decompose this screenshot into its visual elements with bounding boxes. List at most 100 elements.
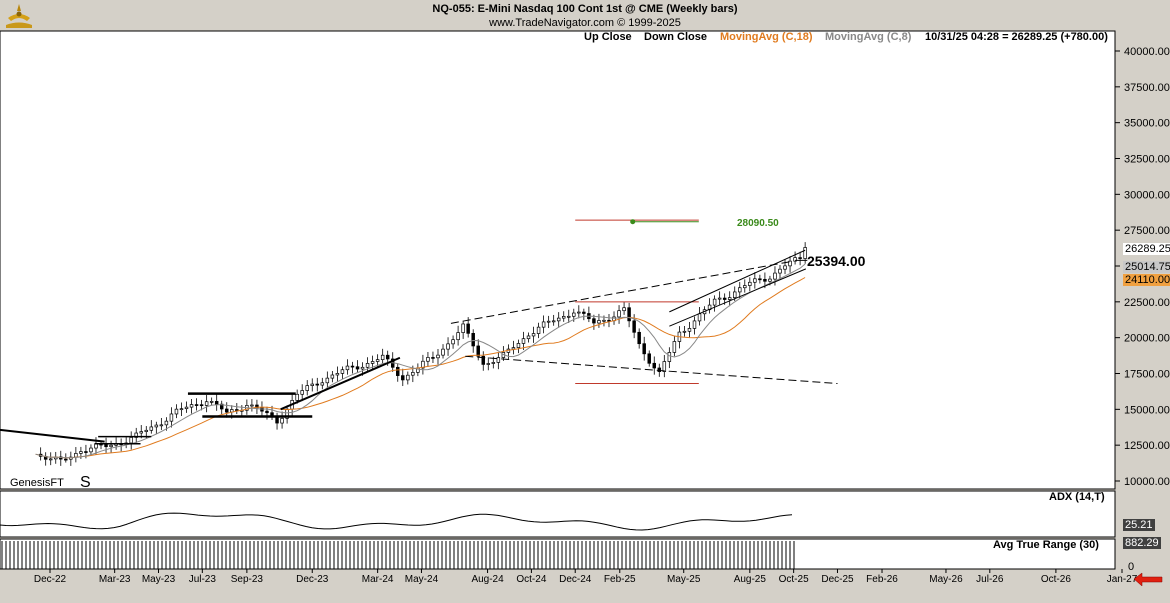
- candle-up: [109, 444, 113, 448]
- candle-up: [375, 359, 380, 362]
- candle-down: [355, 366, 360, 370]
- y-tick-label: 17500.00: [1124, 369, 1170, 381]
- candle-down: [265, 410, 269, 414]
- candle-up: [411, 372, 415, 376]
- price-panel: [0, 30, 1116, 490]
- y-tick-label: 20000.00: [1124, 333, 1170, 345]
- x-tick-label: Dec-25: [821, 574, 854, 585]
- candle-up: [687, 328, 692, 332]
- candle-up: [793, 257, 797, 262]
- candle-up: [345, 365, 350, 371]
- candle-up: [79, 451, 83, 454]
- candle-down: [657, 367, 662, 372]
- candle-down: [627, 307, 631, 322]
- s-marker: S: [80, 474, 91, 491]
- y-tick-label: 10000.00: [1124, 476, 1170, 488]
- candle-down: [722, 297, 727, 300]
- candle-down: [315, 383, 320, 386]
- candle-up: [768, 278, 772, 282]
- target-marker: [630, 219, 636, 225]
- candle-up: [209, 401, 214, 403]
- logo-icon: [6, 4, 32, 28]
- adx-value-tag: 25.21: [1123, 519, 1155, 531]
- candle-up: [551, 320, 556, 323]
- candle-up: [295, 393, 299, 401]
- candle-down: [396, 366, 400, 376]
- x-tick-label: Dec-23: [296, 574, 329, 585]
- legend-ma18: MovingAvg (C,18): [720, 31, 813, 43]
- candle-down: [225, 408, 229, 413]
- candle-up: [89, 447, 93, 453]
- candle-up: [672, 341, 677, 353]
- candle-up: [536, 326, 541, 334]
- candle-up: [567, 315, 571, 318]
- y-tick-label: 12500.00: [1124, 440, 1170, 452]
- candle-down: [798, 257, 802, 259]
- legend-last-quote: 10/31/25 04:28 = 26289.25 (+780.00): [925, 31, 1108, 43]
- x-tick-label: Aug-24: [471, 574, 504, 585]
- x-tick-label: Jul-23: [189, 574, 217, 585]
- candle-down: [471, 332, 475, 347]
- y-tick-label: 35000.00: [1124, 118, 1170, 130]
- candle-up: [446, 343, 450, 350]
- candle-up: [597, 320, 601, 324]
- y-tick-label: 32500.00: [1124, 154, 1170, 166]
- x-tick-label: Feb-26: [866, 574, 898, 585]
- candle-up: [139, 431, 143, 434]
- candle-up: [561, 316, 566, 319]
- candle-down: [647, 353, 651, 364]
- level-label: 25394.00: [807, 253, 866, 269]
- candle-up: [748, 281, 752, 286]
- x-tick-label: May-26: [929, 574, 963, 585]
- legend-up-close: Up Close: [584, 31, 632, 43]
- candle-up: [531, 333, 536, 337]
- ma18-line: [35, 277, 806, 459]
- candle-down: [104, 444, 108, 448]
- candle-down: [632, 320, 636, 333]
- candle-down: [476, 345, 480, 357]
- candle-up: [365, 363, 370, 368]
- candle-up: [456, 332, 460, 341]
- atr-histogram: [1, 541, 795, 569]
- candle-up: [738, 287, 742, 293]
- candle-up: [486, 363, 491, 365]
- candle-up: [712, 298, 717, 306]
- candle-down: [214, 401, 219, 405]
- candle-up: [783, 265, 787, 270]
- candle-up: [189, 404, 194, 408]
- candle-down: [260, 407, 264, 412]
- candle-down: [592, 318, 596, 324]
- candle-up: [159, 424, 164, 427]
- candle-up: [803, 247, 807, 259]
- trendline: [280, 356, 401, 411]
- candle-up: [144, 429, 149, 432]
- candle-down: [642, 343, 646, 355]
- adx-line: [0, 512, 793, 531]
- ma8-price-tag: 25014.75: [1123, 261, 1170, 273]
- candle-up: [436, 354, 440, 359]
- watermark: GenesisFT: [10, 477, 64, 489]
- candle-down: [385, 354, 390, 360]
- candle-up: [662, 361, 667, 372]
- candle-up: [727, 297, 732, 300]
- dashed-trendline: [450, 261, 791, 324]
- last-price-tag: 26289.25: [1123, 243, 1170, 255]
- candle-up: [461, 323, 465, 333]
- x-tick-label: Sep-23: [231, 574, 264, 585]
- candle-up: [340, 369, 345, 374]
- candle-down: [607, 319, 611, 322]
- candle-down: [84, 451, 88, 453]
- candle-up: [325, 377, 330, 384]
- channel-line: [669, 249, 806, 313]
- candle-up: [74, 453, 78, 458]
- x-tick-label: Mar-24: [362, 574, 394, 585]
- candle-up: [149, 426, 154, 431]
- candle-up: [577, 311, 581, 314]
- y-tick-label: 40000.00: [1124, 46, 1170, 58]
- candle-up: [300, 390, 304, 395]
- target-label: 28090.50: [737, 218, 779, 229]
- channel-line: [669, 268, 807, 327]
- candle-up: [360, 366, 365, 370]
- candle-down: [758, 278, 762, 281]
